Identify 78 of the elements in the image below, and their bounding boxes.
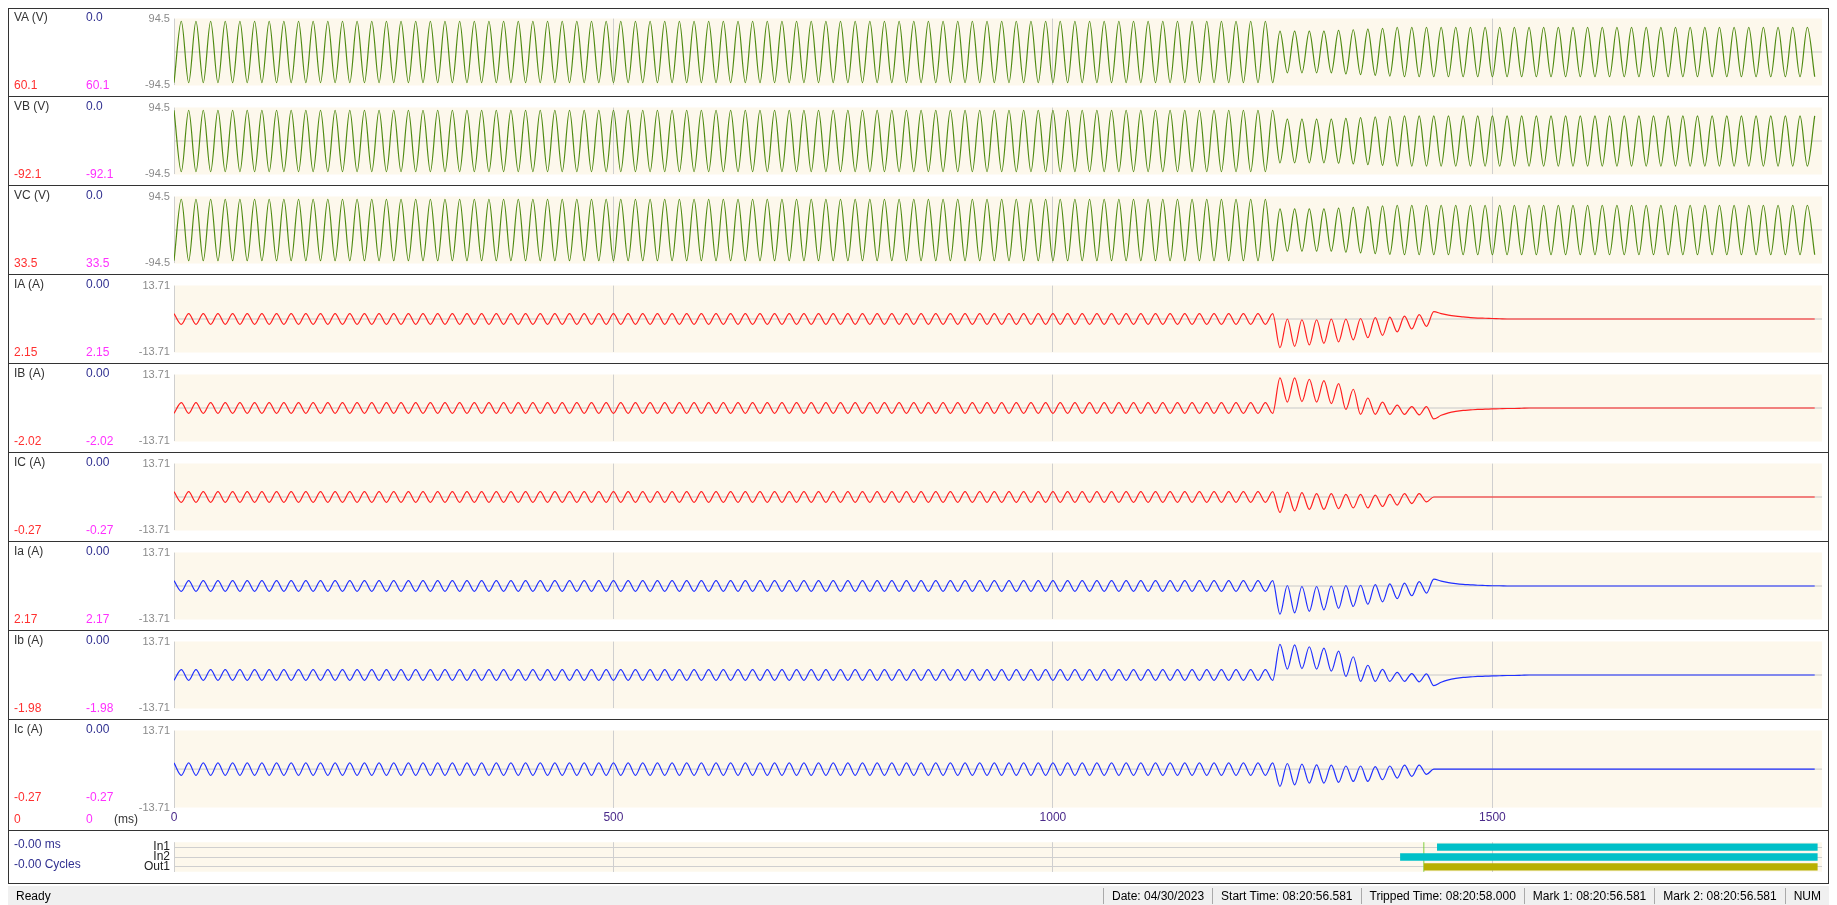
text: IA (A) [14, 277, 45, 291]
text: -0.27 [86, 523, 114, 537]
text: Start Time: 08:20:56.581 [1212, 888, 1361, 904]
x-tick-label: 0 [170, 810, 178, 825]
text: 0.0 [86, 99, 103, 113]
y-tick-label: -94.5 [144, 256, 170, 269]
text: -0.00 ms [14, 837, 61, 851]
text: 0.0 [86, 10, 103, 24]
text: Tripped Time: 08:20:58.000 [1360, 888, 1524, 904]
text: NUM [1784, 888, 1829, 904]
y-tick-label: -13.71 [138, 345, 170, 358]
text: -1.98 [14, 701, 42, 715]
text: 0.00 [86, 366, 110, 380]
text: 33.5 [86, 256, 110, 270]
y-tick-label: -13.71 [138, 612, 170, 625]
y-tick-label: 13.71 [142, 545, 170, 558]
y-tick-label: -13.71 [138, 701, 170, 714]
y-tick-label: Out1 [143, 859, 171, 874]
y-tick-label: -94.5 [144, 167, 170, 180]
text: 2.15 [14, 345, 38, 359]
text: 0.0 [86, 188, 103, 202]
y-tick-label: 13.71 [142, 278, 170, 291]
text: 0.00 [86, 277, 110, 291]
y-tick-label: 94.5 [148, 11, 170, 24]
text: -92.1 [14, 167, 42, 181]
line-series [174, 377, 1816, 420]
line-series [174, 20, 1816, 84]
text: -0.27 [14, 523, 42, 537]
text: 60.1 [86, 78, 110, 92]
y-tick-label: 13.71 [142, 367, 170, 380]
text: -1.98 [86, 701, 114, 715]
text: VC (V) [14, 188, 50, 202]
text: IC (A) [14, 455, 46, 469]
text: 2.15 [86, 345, 110, 359]
text: 0.00 [86, 544, 110, 558]
x-tick-label: 1500 [1479, 810, 1507, 825]
x-tick-label: 500 [603, 810, 624, 825]
text: -0.27 [86, 790, 114, 804]
y-tick-label: 94.5 [148, 100, 170, 113]
x-axis-title: (ms) [114, 812, 138, 826]
text: Date: 04/30/2023 [1103, 888, 1213, 904]
line-series [174, 643, 1816, 687]
text: Mark 1: 08:20:56.581 [1523, 888, 1655, 904]
text: IB (A) [14, 366, 45, 380]
text: -2.02 [14, 434, 42, 448]
text: 0.00 [86, 722, 110, 736]
text: -0.00 Cycles [14, 857, 81, 871]
line-series [174, 491, 1816, 513]
y-tick-label: -13.71 [138, 523, 170, 536]
text: Mark 2: 08:20:56.581 [1654, 888, 1785, 904]
y-tick-label: -13.71 [138, 434, 170, 447]
y-tick-label: 13.71 [142, 723, 170, 736]
text: -0.27 [14, 790, 42, 804]
line-series [174, 198, 1816, 262]
y-tick-label: -94.5 [144, 78, 170, 91]
text: -92.1 [86, 167, 114, 181]
line-series [174, 311, 1816, 349]
text: 0.00 [86, 633, 110, 647]
text: 2.17 [14, 612, 38, 626]
text: 60.1 [14, 78, 38, 92]
y-tick-label: 13.71 [142, 456, 170, 469]
line-series [174, 109, 1816, 173]
text: Ia (A) [14, 544, 44, 558]
x-tick-label: 1000 [1039, 810, 1067, 825]
text: Ib (A) [14, 633, 44, 647]
y-tick-label: -13.71 [138, 800, 170, 813]
line-series [174, 762, 1816, 788]
text: 33.5 [14, 256, 38, 270]
text: 0.00 [86, 455, 110, 469]
text: 2.17 [86, 612, 110, 626]
line-series [174, 578, 1816, 615]
text: -2.02 [86, 434, 114, 448]
text: VB (V) [14, 99, 50, 113]
y-tick-label: 94.5 [148, 189, 170, 202]
text: Ready [15, 888, 52, 904]
text: Ic (A) [14, 722, 43, 736]
text: VA (V) [14, 10, 48, 24]
y-tick-label: 13.71 [142, 634, 170, 647]
